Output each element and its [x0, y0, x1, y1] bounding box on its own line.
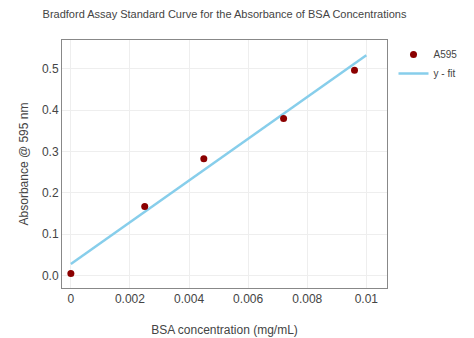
- svg-text:0.5: 0.5: [42, 62, 59, 76]
- svg-text:y - fit: y - fit: [434, 68, 456, 79]
- svg-text:BSA concentration (mg/mL): BSA concentration (mg/mL): [151, 323, 298, 337]
- svg-text:0.006: 0.006: [233, 292, 263, 306]
- svg-text:0: 0: [68, 292, 75, 306]
- svg-text:A595: A595: [434, 49, 458, 60]
- svg-text:0.002: 0.002: [115, 292, 145, 306]
- svg-text:0.2: 0.2: [42, 186, 59, 200]
- svg-text:Absorbance @ 595 nm: Absorbance @ 595 nm: [17, 103, 31, 226]
- svg-text:0.0: 0.0: [42, 269, 59, 283]
- svg-text:0.1: 0.1: [42, 227, 59, 241]
- svg-text:0.004: 0.004: [174, 292, 204, 306]
- svg-text:0.008: 0.008: [292, 292, 322, 306]
- svg-text:Bradford Assay Standard Curve: Bradford Assay Standard Curve for the Ab…: [43, 8, 407, 20]
- svg-text:0.4: 0.4: [42, 103, 59, 117]
- svg-text:0.3: 0.3: [42, 145, 59, 159]
- svg-text:0.01: 0.01: [355, 292, 379, 306]
